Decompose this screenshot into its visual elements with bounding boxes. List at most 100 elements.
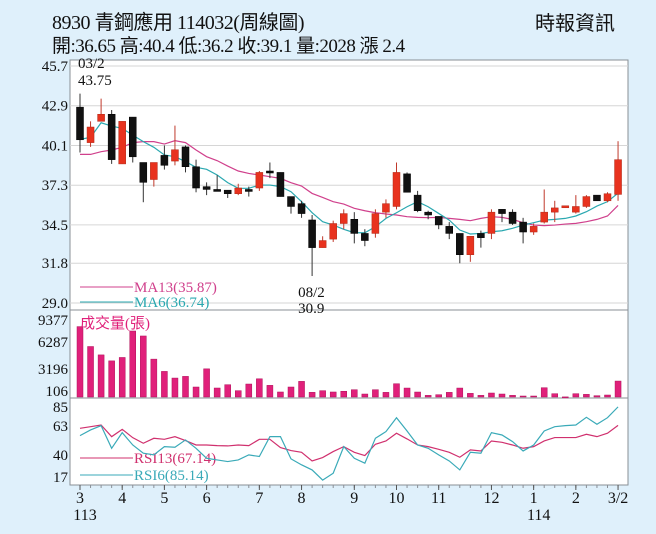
candle-body bbox=[266, 170, 274, 174]
candle-body bbox=[308, 219, 316, 248]
candle-body bbox=[329, 223, 337, 240]
candle-body bbox=[245, 189, 253, 192]
legend-ma13: MA13(35.87) bbox=[134, 280, 217, 296]
ma6-line bbox=[79, 122, 619, 235]
volume-bar bbox=[562, 396, 569, 399]
x-tick-label: 12 bbox=[483, 490, 499, 507]
volume-bar bbox=[614, 380, 622, 398]
candle-body bbox=[561, 205, 570, 209]
candle-body bbox=[424, 211, 432, 216]
volume-bar bbox=[424, 395, 432, 398]
volume-bar bbox=[203, 368, 210, 398]
price-tick-label: 31.8 bbox=[42, 256, 68, 272]
candle-body bbox=[508, 211, 517, 224]
volume-bar bbox=[540, 387, 548, 398]
candle-body bbox=[160, 155, 169, 166]
candle-body bbox=[202, 186, 211, 190]
volume-bar bbox=[224, 384, 231, 398]
volume-bar bbox=[403, 387, 411, 398]
candle-body bbox=[297, 203, 306, 214]
candle-body bbox=[139, 162, 148, 183]
volume-bar bbox=[266, 385, 274, 398]
brand-label: 時報資訊 bbox=[535, 13, 615, 35]
chart-title: 8930 青鋼應用 114032(周線圖) bbox=[52, 12, 305, 34]
candle-body bbox=[614, 159, 622, 195]
candle-body bbox=[434, 216, 443, 226]
candle-body bbox=[350, 219, 359, 234]
price-tick-label: 37.3 bbox=[42, 178, 68, 194]
candle-body bbox=[445, 226, 453, 234]
volume-bar bbox=[583, 394, 590, 398]
rsi6-line bbox=[79, 406, 619, 481]
price-tick-label: 34.5 bbox=[42, 218, 68, 234]
volume-bar bbox=[129, 330, 136, 398]
price-tick-label: 29.0 bbox=[42, 296, 68, 312]
volume-bar bbox=[519, 395, 527, 398]
rsi-tick-label: 85 bbox=[53, 400, 68, 416]
volume-bar bbox=[572, 393, 580, 398]
candle-body bbox=[86, 126, 95, 143]
price-tick-label: 40.1 bbox=[42, 138, 68, 154]
volume-tick-label: 106 bbox=[46, 384, 69, 400]
volume-bar bbox=[192, 386, 200, 398]
low-date-annotation: 08/2 bbox=[298, 285, 325, 301]
volume-bar bbox=[171, 377, 179, 398]
candle-body bbox=[572, 206, 580, 213]
volume-bar bbox=[150, 358, 158, 398]
candle-body bbox=[76, 106, 84, 141]
low-value-annotation: 30.9 bbox=[298, 301, 324, 317]
x-tick-label: 9 bbox=[350, 490, 358, 507]
candle-body bbox=[118, 121, 126, 165]
candle-body bbox=[477, 233, 485, 238]
volume-bar bbox=[235, 390, 242, 398]
candle-body bbox=[466, 236, 475, 255]
volume-bar bbox=[604, 394, 611, 398]
volume-bar bbox=[182, 376, 189, 398]
candle-body bbox=[213, 189, 221, 192]
candle-body bbox=[603, 193, 612, 202]
volume-bar bbox=[277, 391, 284, 398]
x-tick-label: 2 bbox=[572, 490, 580, 507]
volume-bar bbox=[161, 371, 168, 398]
candle-body bbox=[340, 213, 348, 224]
ohlc-stats: 開:36.65 高:40.4 低:36.2 收:39.1 量:2028 漲 2.… bbox=[52, 36, 405, 57]
volume-bar bbox=[551, 393, 558, 398]
x-tick-label: 8 bbox=[298, 490, 306, 507]
x-tick-label: 5 bbox=[160, 490, 168, 507]
volume-bar bbox=[361, 393, 369, 398]
x-tick-label: 7 bbox=[255, 490, 263, 507]
x-tick-year-label: 113 bbox=[73, 507, 96, 524]
volume-bar bbox=[108, 360, 115, 398]
rsi-tick-label: 40 bbox=[53, 448, 68, 464]
candle-body bbox=[519, 221, 527, 233]
legend-ma6: MA6(36.74) bbox=[134, 295, 209, 311]
volume-bar bbox=[456, 387, 464, 398]
candle-body bbox=[129, 116, 137, 158]
candle-body bbox=[487, 211, 496, 234]
volume-bar bbox=[414, 391, 421, 398]
x-tick-label: 4 bbox=[118, 490, 126, 507]
candle-body bbox=[582, 196, 591, 207]
candle-body bbox=[498, 209, 506, 214]
volume-bar bbox=[382, 392, 390, 398]
volume-bar bbox=[87, 346, 94, 398]
x-tick-label: 3/2 bbox=[608, 490, 628, 507]
volume-bar bbox=[593, 395, 601, 398]
volume-bar bbox=[298, 381, 305, 398]
volume-bar bbox=[76, 326, 84, 398]
volume-bar bbox=[351, 389, 358, 398]
volume-bar bbox=[97, 354, 105, 398]
volume-bar bbox=[140, 335, 147, 398]
candle-body bbox=[223, 189, 232, 194]
volume-tick-label: 9377 bbox=[38, 313, 69, 329]
volume-bar bbox=[530, 395, 537, 398]
volume-bar bbox=[213, 387, 221, 398]
candle-body bbox=[371, 213, 380, 234]
candle-body bbox=[97, 113, 105, 122]
candle-body bbox=[287, 196, 295, 207]
candle-body bbox=[540, 211, 548, 223]
candle-body bbox=[234, 187, 242, 194]
volume-bar bbox=[372, 389, 379, 398]
volume-bar bbox=[118, 357, 126, 398]
